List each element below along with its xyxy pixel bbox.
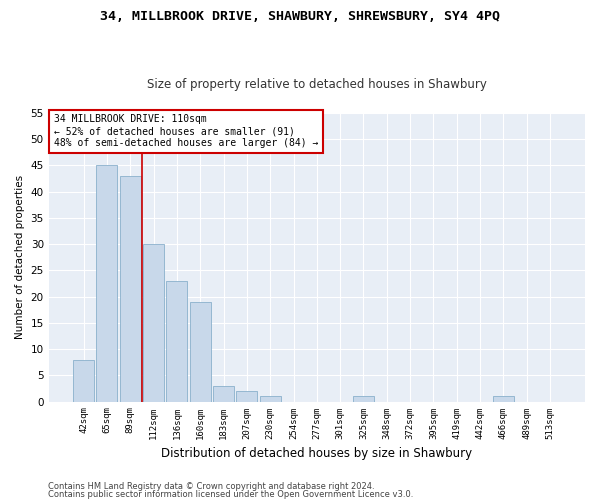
- Bar: [236, 391, 257, 402]
- Bar: [493, 396, 514, 402]
- Y-axis label: Number of detached properties: Number of detached properties: [15, 175, 25, 340]
- Title: Size of property relative to detached houses in Shawbury: Size of property relative to detached ho…: [147, 78, 487, 91]
- Bar: [143, 244, 164, 402]
- Bar: [97, 166, 118, 402]
- Bar: [73, 360, 94, 402]
- Text: 34, MILLBROOK DRIVE, SHAWBURY, SHREWSBURY, SY4 4PQ: 34, MILLBROOK DRIVE, SHAWBURY, SHREWSBUR…: [100, 10, 500, 23]
- Bar: [166, 281, 187, 402]
- Bar: [353, 396, 374, 402]
- X-axis label: Distribution of detached houses by size in Shawbury: Distribution of detached houses by size …: [161, 447, 472, 460]
- Bar: [213, 386, 234, 402]
- Text: 34 MILLBROOK DRIVE: 110sqm
← 52% of detached houses are smaller (91)
48% of semi: 34 MILLBROOK DRIVE: 110sqm ← 52% of deta…: [54, 114, 319, 148]
- Bar: [190, 302, 211, 402]
- Text: Contains HM Land Registry data © Crown copyright and database right 2024.: Contains HM Land Registry data © Crown c…: [48, 482, 374, 491]
- Bar: [260, 396, 281, 402]
- Text: Contains public sector information licensed under the Open Government Licence v3: Contains public sector information licen…: [48, 490, 413, 499]
- Bar: [120, 176, 140, 402]
